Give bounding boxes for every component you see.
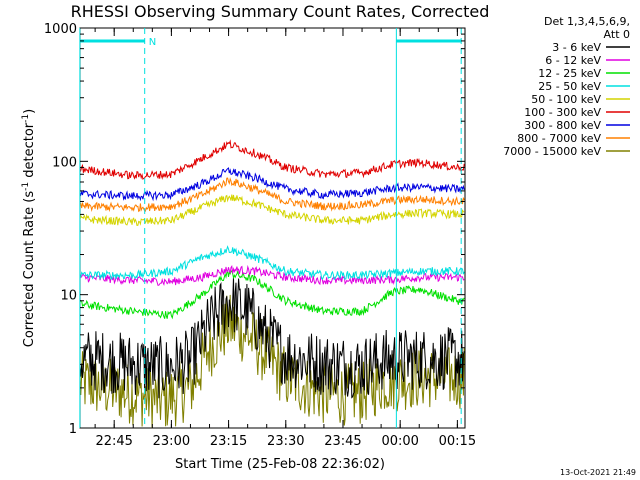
series-line-12-25-kev — [79, 268, 465, 320]
x-tick-label: 00:15 — [439, 434, 476, 449]
x-tick-label: 23:00 — [153, 434, 190, 449]
series-line-100-300-kev — [79, 139, 465, 180]
y-axis-label: Corrected Count Rate (s-1 detector-1) — [21, 109, 37, 347]
y-axis-label-part-3: ) — [22, 109, 37, 114]
y-axis: 1 10 100 1000 — [44, 22, 465, 437]
series-line-300-800-kev — [79, 167, 465, 202]
x-axis: 22:45 23:00 23:15 23:30 23:45 00:00 00:15 — [94, 28, 476, 449]
chart-title: RHESSI Observing Summary Count Rates, Co… — [71, 2, 490, 21]
series-line-3-6-kev — [79, 276, 465, 399]
legend-label: 12 - 25 keV — [538, 67, 601, 80]
legend-label: 7000 - 15000 keV — [503, 145, 601, 158]
series-layer — [79, 139, 465, 429]
y-tick-label: 1000 — [44, 22, 77, 37]
x-tick-label: 23:45 — [324, 434, 361, 449]
y-tick-label: 100 — [52, 155, 77, 170]
series-line-800-7000-kev — [79, 177, 465, 213]
legend-header-line-2: Att 0 — [604, 28, 630, 41]
night-marker-label: N — [149, 37, 156, 48]
footer-timestamp: 13-Oct-2021 21:49 — [560, 468, 636, 477]
x-axis-label: Start Time (25-Feb-08 22:36:02) — [175, 457, 385, 472]
y-tick-label: 1 — [69, 422, 77, 437]
x-tick-label: 23:15 — [210, 434, 247, 449]
y-axis-label-part-2: detector — [22, 122, 37, 182]
legend-header-line-1: Det 1,3,4,5,6,9, — [544, 15, 630, 28]
legend-label: 3 - 6 keV — [552, 41, 601, 54]
legend-label: 25 - 50 keV — [538, 80, 601, 93]
series-line-50-100-kev — [79, 194, 465, 226]
legend-label: 300 - 800 keV — [524, 119, 601, 132]
x-tick-label: 22:45 — [95, 434, 132, 449]
legend-label: 50 - 100 keV — [531, 93, 601, 106]
y-axis-label-exp-2: -1 — [21, 114, 31, 123]
y-axis-label-part-1: Corrected Count Rate (s — [22, 191, 37, 348]
legend-label: 6 - 12 keV — [545, 54, 601, 67]
night-marker-layer: N — [79, 28, 462, 428]
series-line-25-50-kev — [79, 245, 465, 281]
x-tick-label: 00:00 — [381, 434, 418, 449]
y-tick-label: 10 — [60, 289, 77, 304]
x-tick-label: 23:30 — [267, 434, 304, 449]
legend-label: 100 - 300 keV — [524, 106, 601, 119]
y-axis-label-exp-1: -1 — [21, 182, 31, 191]
series-line-6-12-kev — [79, 264, 465, 287]
legend-label: 800 - 7000 keV — [517, 132, 601, 145]
